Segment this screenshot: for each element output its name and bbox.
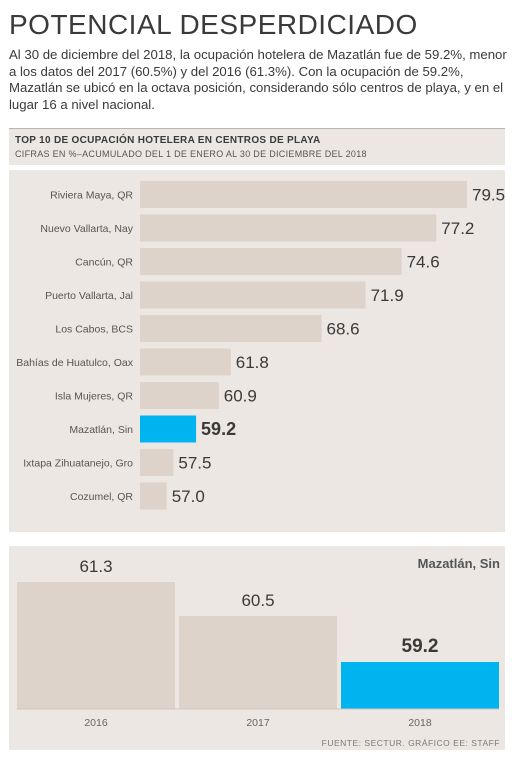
ranking-bar-chart: Riviera Maya, QR 79.5 Nuevo Vallarta, Nay 7…: [16, 181, 505, 510]
value-label: 68.6: [327, 320, 360, 339]
year-bar-2017: [179, 616, 337, 709]
category-label: Mazatlán, Sin: [69, 424, 133, 436]
value-label: 79.5: [472, 186, 505, 205]
category-label: Isla Mujeres, QR: [55, 391, 134, 403]
value-label: 57.0: [172, 487, 205, 506]
category-label: Riviera Maya, QR: [50, 190, 133, 202]
intro-text: Al 30 de diciembre del 2018, la ocupació…: [9, 47, 507, 112]
chart-title: TOP 10 DE OCUPACIÓN HOTELERA EN CENTROS …: [15, 135, 321, 146]
year-axis-label: 2017: [246, 717, 270, 729]
bar-8: [140, 415, 197, 443]
bar-6: [140, 348, 231, 376]
page-title: POTENCIAL DESPERDICIADO: [9, 9, 418, 40]
bar-9: [140, 449, 174, 476]
category-label: Cozumel, QR: [70, 491, 133, 503]
value-label: 77.2: [441, 219, 474, 238]
bar-1: [140, 181, 467, 208]
yearly-bar-chart: 61.3 2016 60.5 2017 59.2 2018: [17, 557, 499, 729]
year-bar-2018: [341, 662, 499, 709]
year-value-label: 59.2: [402, 636, 439, 657]
category-label: Cancún, QR: [75, 257, 133, 269]
year-bar-2016: [17, 582, 175, 709]
value-label: 71.9: [371, 286, 404, 305]
chart-subtitle: CIFRAS EN %–ACUMULADO DEL 1 DE ENERO AL …: [15, 149, 367, 159]
bar-4: [140, 281, 366, 309]
bar-5: [140, 315, 322, 342]
value-label: 74.6: [407, 253, 440, 272]
category-label: Ixtapa Zihuatanejo, Gro: [23, 458, 133, 470]
category-label: Nuevo Vallarta, Nay: [40, 223, 133, 235]
category-label: Bahías de Huatulco, Oax: [16, 357, 133, 369]
category-label: Los Cabos, BCS: [55, 324, 133, 336]
bar-10: [140, 482, 167, 510]
value-label: 61.8: [236, 353, 269, 372]
value-label: 59.2: [201, 419, 236, 439]
bar-2: [140, 214, 437, 242]
bar-7: [140, 382, 219, 409]
yearly-chart-title: Mazatlán, Sin: [417, 556, 500, 571]
source-note: FUENTE: SECTUR. GRÁFICO EE: STAFF: [321, 738, 500, 748]
year-axis-label: 2018: [408, 717, 432, 729]
bar-3: [140, 248, 402, 275]
yearly-chart-panel: 61.3 2016 60.5 2017 59.2 2018: [9, 546, 505, 750]
year-value-label: 61.3: [79, 557, 112, 576]
value-label: 57.5: [178, 454, 211, 473]
ranking-chart-panel: Riviera Maya, QR 79.5 Nuevo Vallarta, Nay 7…: [9, 170, 505, 532]
year-axis-label: 2016: [84, 717, 108, 729]
category-label: Puerto Vallarta, Jal: [45, 290, 133, 302]
year-value-label: 60.5: [241, 591, 274, 610]
chart-header: TOP 10 DE OCUPACIÓN HOTELERA EN CENTROS …: [9, 128, 505, 165]
value-label: 60.9: [224, 387, 257, 406]
